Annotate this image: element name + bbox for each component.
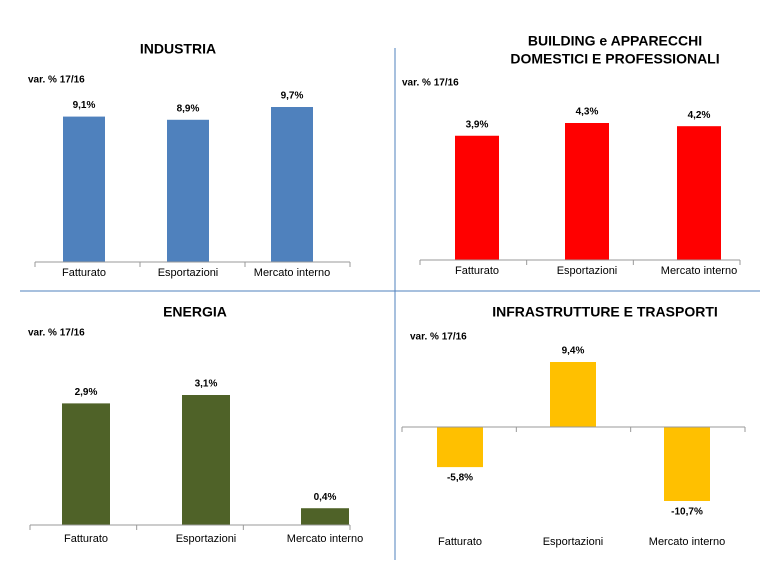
panel-title: ENERGIA — [163, 304, 227, 320]
x-tick-label: Fatturato — [62, 267, 106, 279]
x-tick-label: Fatturato — [64, 533, 108, 545]
value-label: 4,3% — [576, 107, 599, 118]
bar — [301, 508, 349, 525]
x-tick-label: Mercato interno — [254, 267, 330, 279]
panel-title: DOMESTICI E PROFESSIONALI — [510, 51, 719, 67]
value-label: 9,7% — [281, 91, 304, 102]
x-tick-label: Fatturato — [455, 265, 499, 277]
panel-title: INDUSTRIA — [140, 41, 216, 57]
value-label: 0,4% — [314, 492, 337, 503]
bar — [550, 362, 596, 427]
value-label: -10,7% — [671, 507, 703, 518]
x-tick-label: Esportazioni — [543, 536, 604, 548]
value-label: 3,1% — [195, 379, 218, 390]
value-label: 8,9% — [177, 103, 200, 114]
x-tick-label: Fatturato — [438, 536, 482, 548]
value-label: -5,8% — [447, 473, 473, 484]
panel-subtitle: var. % 17/16 — [28, 75, 85, 86]
panel-subtitle: var. % 17/16 — [28, 328, 85, 339]
value-label: 3,9% — [466, 119, 489, 130]
bar — [63, 116, 105, 262]
value-label: 4,2% — [688, 110, 711, 121]
value-label: 9,4% — [562, 346, 585, 357]
panel-title: BUILDING e APPARECCHI — [528, 33, 702, 49]
bar — [455, 135, 499, 260]
panel-title: INFRASTRUTTURE E TRASPORTI — [492, 304, 718, 320]
bar — [437, 427, 483, 468]
bar — [677, 126, 721, 261]
panel-subtitle: var. % 17/16 — [402, 78, 459, 89]
bar — [182, 395, 230, 525]
x-tick-label: Esportazioni — [557, 265, 618, 277]
bar — [664, 427, 710, 501]
x-tick-label: Mercato interno — [661, 265, 737, 277]
panel-subtitle: var. % 17/16 — [410, 332, 467, 343]
x-tick-label: Mercato interno — [287, 533, 363, 545]
value-label: 2,9% — [75, 387, 98, 398]
bar — [62, 403, 110, 525]
bar — [565, 123, 609, 260]
x-tick-label: Mercato interno — [649, 536, 725, 548]
bar — [271, 107, 313, 262]
x-tick-label: Esportazioni — [158, 267, 219, 279]
bar — [167, 119, 209, 262]
x-tick-label: Esportazioni — [176, 533, 237, 545]
value-label: 9,1% — [73, 100, 96, 111]
